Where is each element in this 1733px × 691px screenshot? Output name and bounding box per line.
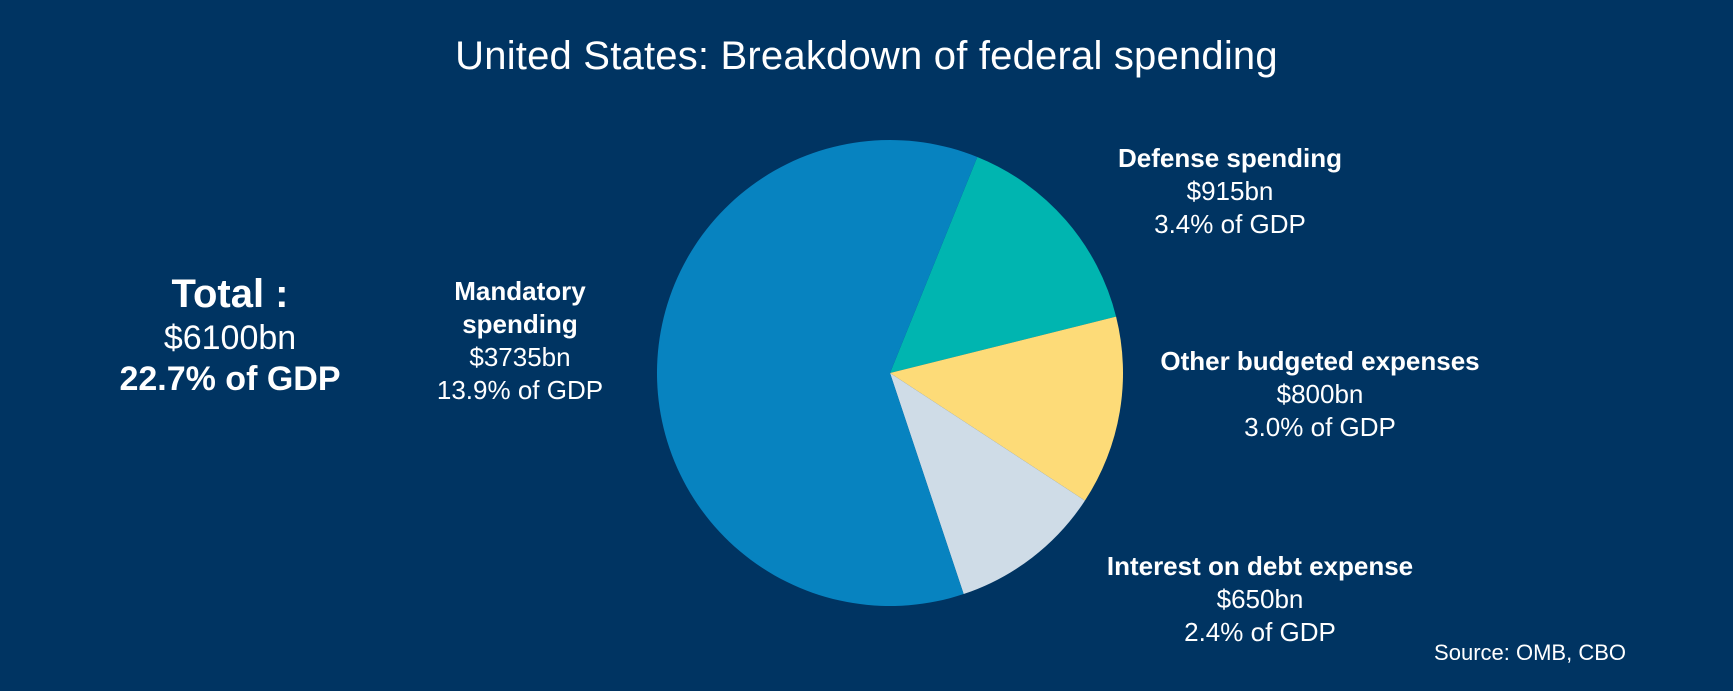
- slice-name-other: Other budgeted expenses: [1160, 346, 1480, 376]
- slice-value-other: $800bn: [1276, 379, 1364, 409]
- total-summary: Total : $6100bn 22.7% of GDP: [90, 270, 370, 400]
- total-heading: Total :: [171, 272, 289, 316]
- slice-label-mandatory: Mandatory spending $3735bn 13.9% of GDP: [420, 275, 620, 407]
- slice-gdp-other: 3.0% of GDP: [1244, 412, 1396, 442]
- slice-gdp-interest: 2.4% of GDP: [1184, 617, 1336, 647]
- slice-gdp-mandatory: 13.9% of GDP: [436, 375, 604, 405]
- slice-label-defense: Defense spending $915bn 3.4% of GDP: [1080, 142, 1380, 241]
- slice-value-mandatory: $3735bn: [469, 342, 571, 372]
- slice-interest: [890, 373, 1085, 595]
- total-gdp-share: 22.7% of GDP: [119, 359, 341, 398]
- total-amount: $6100bn: [163, 319, 297, 357]
- slice-name-interest: Interest on debt expense: [1106, 551, 1414, 581]
- slice-label-other: Other budgeted expenses $800bn 3.0% of G…: [1120, 345, 1520, 444]
- slice-value-defense: $915bn: [1186, 176, 1274, 206]
- slice-name-mandatory: Mandatory spending: [454, 276, 586, 339]
- slice-label-interest: Interest on debt expense $650bn 2.4% of …: [1070, 550, 1450, 649]
- slice-other: [890, 316, 1124, 501]
- chart-title: United States: Breakdown of federal spen…: [455, 34, 1278, 78]
- slice-value-interest: $650bn: [1216, 584, 1304, 614]
- source-note: Source: OMB, CBO: [1434, 640, 1626, 665]
- slice-gdp-defense: 3.4% of GDP: [1154, 209, 1306, 239]
- slice-mandatory: [656, 140, 978, 607]
- slice-name-defense: Defense spending: [1118, 143, 1342, 173]
- slice-defense: [890, 156, 1117, 373]
